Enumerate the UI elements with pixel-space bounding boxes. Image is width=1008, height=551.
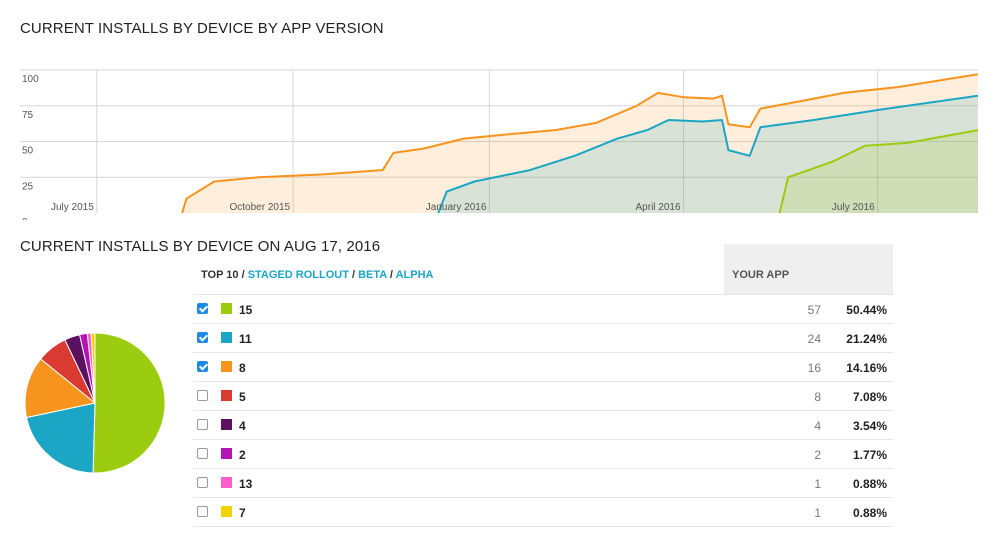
table-row: 11 24 21.24% bbox=[193, 324, 893, 353]
version-label: 8 bbox=[239, 361, 246, 375]
install-percent: 3.54% bbox=[852, 419, 887, 433]
version-checkbox[interactable] bbox=[197, 332, 208, 343]
install-count: 4 bbox=[814, 419, 821, 433]
legend-swatch bbox=[221, 477, 232, 488]
version-checkbox[interactable] bbox=[197, 419, 208, 430]
tab-separator: / bbox=[238, 269, 248, 281]
y-tick-label: 0 bbox=[22, 217, 28, 220]
legend-swatch bbox=[221, 303, 232, 314]
series-area-11 bbox=[438, 95, 978, 213]
installs-pie-chart bbox=[24, 332, 166, 474]
table-row: 8 16 14.16% bbox=[193, 353, 893, 382]
y-tick-label: 25 bbox=[22, 181, 34, 192]
version-checkbox[interactable] bbox=[197, 303, 208, 314]
version-label: 2 bbox=[239, 448, 246, 462]
pie-slice-8[interactable] bbox=[24, 358, 97, 419]
legend-swatch bbox=[221, 390, 232, 401]
y-tick-label: 75 bbox=[22, 110, 34, 121]
install-count: 24 bbox=[807, 332, 821, 346]
version-checkbox[interactable] bbox=[197, 506, 208, 517]
y-tick-label: 50 bbox=[22, 146, 34, 157]
version-label: 15 bbox=[239, 303, 253, 317]
legend-swatch bbox=[221, 332, 232, 343]
version-label: 7 bbox=[239, 506, 246, 520]
pie-section-title: CURRENT INSTALLS BY DEVICE ON AUG 17, 20… bbox=[20, 238, 381, 255]
install-percent: 0.88% bbox=[852, 506, 887, 520]
series-line-8 bbox=[181, 73, 979, 214]
install-percent: 1.77% bbox=[852, 448, 887, 462]
legend-swatch bbox=[221, 448, 232, 459]
series-line-11 bbox=[437, 94, 979, 214]
version-table: TOP 10 / STAGED ROLLOUT / BETA / ALPHA Y… bbox=[193, 244, 893, 527]
install-percent: 21.24% bbox=[846, 332, 887, 346]
pie-slice-11[interactable] bbox=[25, 402, 96, 474]
legend-swatch bbox=[221, 361, 232, 372]
x-tick-label: January 2016 bbox=[426, 202, 487, 213]
version-checkbox[interactable] bbox=[197, 477, 208, 488]
tab-top10[interactable]: TOP 10 bbox=[201, 269, 239, 281]
install-percent: 50.44% bbox=[846, 303, 887, 317]
x-tick-label: July 2015 bbox=[51, 202, 94, 213]
install-count: 16 bbox=[807, 361, 821, 375]
tab-alpha[interactable]: ALPHA bbox=[395, 269, 434, 281]
x-tick-label: July 2016 bbox=[832, 202, 875, 213]
table-row: 13 1 0.88% bbox=[193, 469, 893, 498]
install-percent: 7.08% bbox=[852, 390, 887, 404]
x-tick-label: October 2015 bbox=[229, 202, 290, 213]
table-body: 15 57 50.44% 11 24 21.24% 8 16 14.16% 5 8 7.08% 4 4 3.… bbox=[193, 295, 893, 527]
table-header: TOP 10 / STAGED ROLLOUT / BETA / ALPHA Y… bbox=[193, 244, 893, 295]
version-checkbox[interactable] bbox=[197, 448, 208, 459]
version-label: 4 bbox=[239, 419, 246, 433]
installs-area-chart: 100 75 50 25 0 July 2015 October 2015 January 2… bbox=[20, 69, 979, 220]
version-label: 5 bbox=[239, 390, 246, 404]
table-row: 15 57 50.44% bbox=[193, 295, 893, 324]
version-checkbox[interactable] bbox=[197, 390, 208, 401]
install-count: 8 bbox=[814, 390, 821, 404]
install-count: 57 bbox=[807, 303, 821, 317]
version-checkbox[interactable] bbox=[197, 361, 208, 372]
tab-separator: / bbox=[386, 269, 396, 281]
series-area-15 bbox=[779, 130, 978, 213]
y-tick-label: 100 bbox=[22, 74, 39, 85]
install-percent: 0.88% bbox=[852, 477, 887, 491]
tab-staged-rollout[interactable]: STAGED ROLLOUT bbox=[247, 269, 349, 281]
pie-slice-15[interactable] bbox=[92, 332, 166, 474]
filter-tabs: TOP 10 / STAGED ROLLOUT / BETA / ALPHA bbox=[201, 269, 433, 281]
legend-swatch bbox=[221, 506, 232, 517]
tab-beta[interactable]: BETA bbox=[358, 269, 387, 281]
table-row: 7 1 0.88% bbox=[193, 498, 893, 527]
version-label: 11 bbox=[239, 332, 252, 346]
area-chart-title: CURRENT INSTALLS BY DEVICE BY APP VERSIO… bbox=[20, 20, 384, 37]
table-row: 4 4 3.54% bbox=[193, 411, 893, 440]
table-row: 2 2 1.77% bbox=[193, 440, 893, 469]
table-row: 5 8 7.08% bbox=[193, 382, 893, 411]
legend-swatch bbox=[221, 419, 232, 430]
series-area-8 bbox=[182, 74, 978, 213]
version-label: 13 bbox=[239, 477, 253, 491]
install-count: 1 bbox=[814, 506, 821, 520]
your-app-column-header: YOUR APP bbox=[724, 244, 893, 294]
install-count: 2 bbox=[814, 448, 821, 462]
install-percent: 14.16% bbox=[846, 361, 887, 375]
install-count: 1 bbox=[814, 477, 821, 491]
pie-slice-7[interactable] bbox=[90, 332, 96, 404]
series-line-15 bbox=[778, 129, 979, 214]
x-tick-label: April 2016 bbox=[636, 202, 681, 213]
tab-separator: / bbox=[348, 269, 359, 281]
